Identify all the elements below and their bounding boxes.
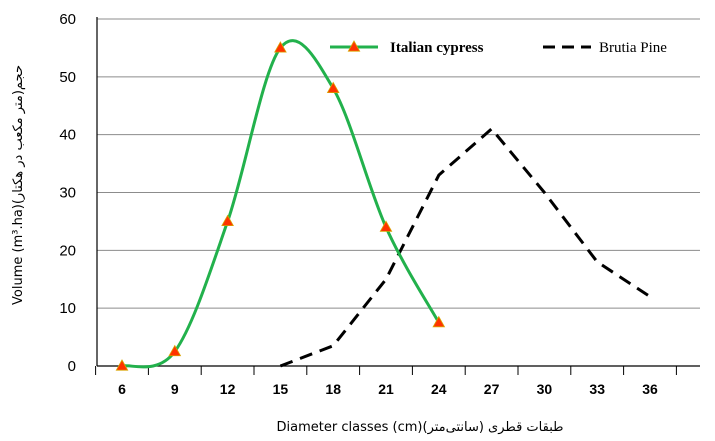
y-axis-title: Volume (m³.ha)(حجم(متر مکعب در هکتار [11, 65, 26, 305]
y-tick-label: 10 [59, 300, 76, 317]
legend-label-italian-cypress: Italian cypress [390, 40, 484, 56]
markers-layer [115, 41, 446, 371]
x-tick-label: 24 [431, 381, 447, 397]
axes [95, 17, 700, 375]
x-tick-label: 15 [273, 381, 289, 397]
data-point-italian-cypress [326, 81, 340, 93]
data-point-italian-cypress [274, 41, 287, 53]
x-tick-label: 9 [171, 381, 179, 397]
y-tick-label: 0 [68, 358, 76, 375]
legend-marker-italian-cypress [347, 40, 361, 52]
y-tick-label: 60 [59, 11, 76, 28]
y-tick-label: 40 [59, 127, 76, 144]
y-tick-labels: 0 10 20 30 40 50 60 [59, 11, 76, 375]
x-tick-labels: 6 9 12 15 18 21 24 27 30 33 36 [118, 381, 658, 397]
series-line-brutia-pine [279, 127, 651, 368]
x-tick-label: 36 [642, 381, 658, 397]
legend: Italian cypress Brutia Pine [330, 40, 667, 56]
x-axis-title: Diameter classes (cm)(طبقات قطری (سانتی‌… [277, 420, 564, 435]
gridlines [97, 18, 700, 309]
x-tick-label: 27 [484, 381, 500, 397]
data-point-italian-cypress [115, 359, 129, 371]
data-point-italian-cypress [221, 214, 234, 227]
y-tick-label: 50 [59, 69, 76, 86]
x-tick-label: 18 [325, 381, 341, 397]
x-tick-label: 30 [537, 381, 553, 397]
series-layer [121, 39, 651, 369]
y-tick-label: 30 [59, 185, 76, 202]
x-tick-label: 33 [589, 381, 605, 397]
x-tick-label: 21 [378, 381, 394, 397]
x-tick-label: 6 [118, 381, 126, 397]
legend-label-brutia-pine: Brutia Pine [599, 40, 667, 56]
series-line-italian-cypress [121, 39, 441, 369]
data-point-italian-cypress [432, 315, 446, 328]
data-point-italian-cypress [168, 344, 182, 357]
x-tick-label: 12 [220, 381, 236, 397]
data-point-italian-cypress [379, 220, 393, 232]
y-tick-label: 20 [59, 242, 76, 259]
